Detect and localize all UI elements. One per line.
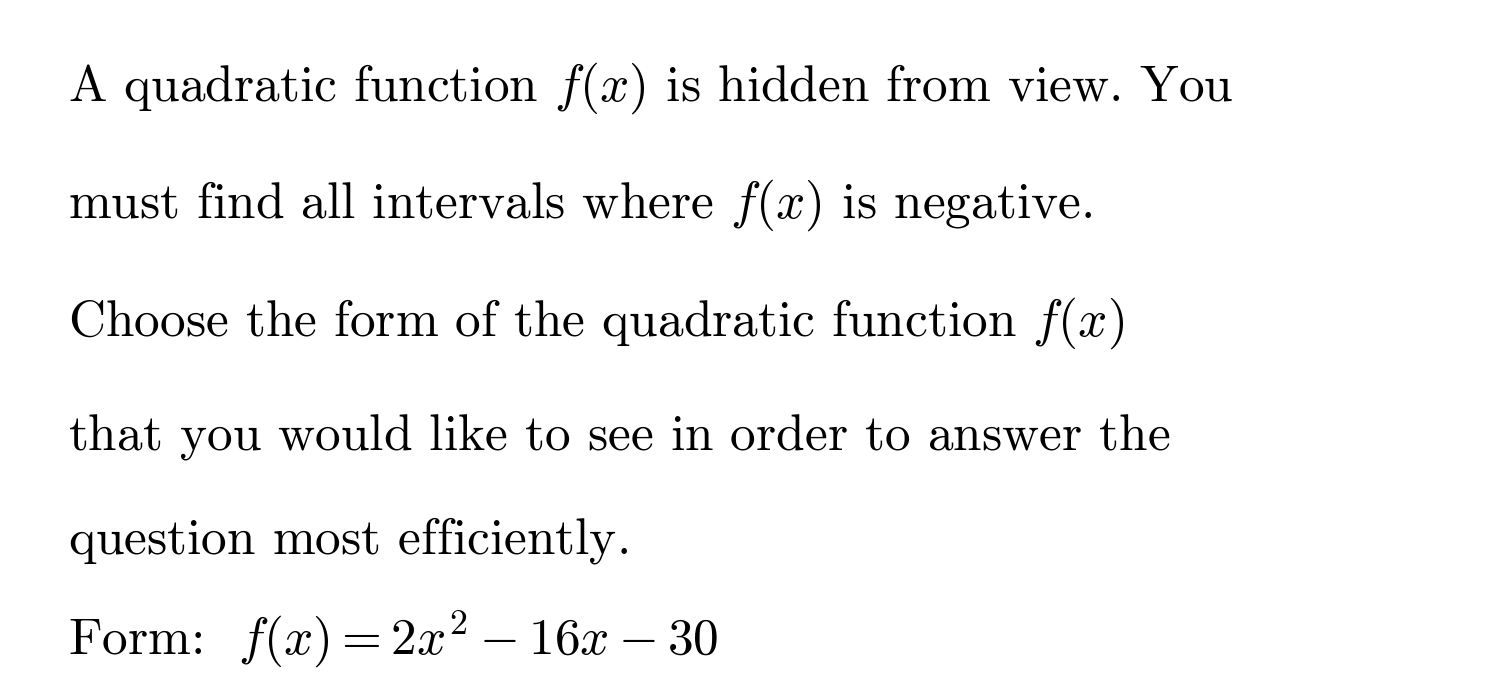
Text: $\text{A quadratic function }f(x)\text{ is hidden from view. You}$: $\text{A quadratic function }f(x)\text{ … <box>68 60 1233 116</box>
Text: $\text{question most efficiently.}$: $\text{question most efficiently.}$ <box>68 515 627 566</box>
Text: $\text{Choose the form of the quadratic function }f(x)$: $\text{Choose the form of the quadratic … <box>68 295 1124 351</box>
Text: $\text{must find all intervals where }f(x)\text{ is negative.}$: $\text{must find all intervals where }f(… <box>68 178 1092 233</box>
Text: $\text{that you would like to see in order to answer the}$: $\text{that you would like to see in ord… <box>68 412 1170 462</box>
Text: $\text{Form:  }f(x) = 2x^2 - 16x - 30$: $\text{Form: }f(x) = 2x^2 - 16x - 30$ <box>68 608 718 669</box>
